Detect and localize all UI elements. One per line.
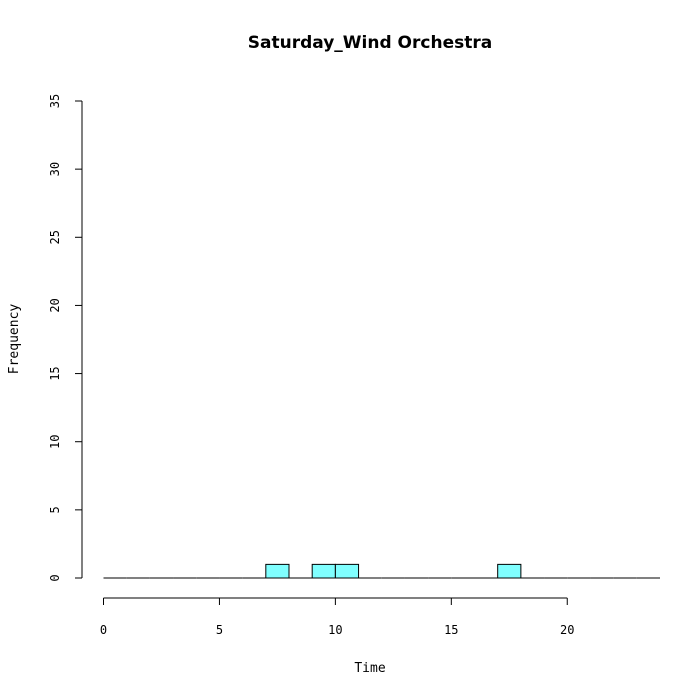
x-tick-label: 15 bbox=[444, 623, 458, 637]
chart-title: Saturday_Wind Orchestra bbox=[248, 33, 492, 53]
x-tick-label: 10 bbox=[328, 623, 342, 637]
y-tick-label: 25 bbox=[48, 230, 62, 244]
histogram-bar-17 bbox=[497, 563, 522, 579]
histogram-bar-9 bbox=[311, 563, 336, 579]
y-tick-label: 15 bbox=[48, 366, 62, 380]
y-tick-label: 5 bbox=[48, 506, 62, 513]
y-axis: 0 5 10 15 20 25 30 35 bbox=[48, 94, 83, 582]
y-tick-label: 0 bbox=[48, 574, 62, 581]
x-axis: 0 5 10 15 20 bbox=[100, 597, 574, 637]
x-tick-label: 20 bbox=[560, 623, 574, 637]
histogram-bar-10 bbox=[334, 563, 360, 579]
x-tick-label: 5 bbox=[216, 623, 223, 637]
x-tick-label: 0 bbox=[100, 623, 107, 637]
y-tick-label: 20 bbox=[48, 298, 62, 312]
histogram-bar-7 bbox=[265, 563, 290, 579]
y-tick-label: 10 bbox=[48, 434, 62, 448]
x-axis-label: Time bbox=[354, 661, 385, 676]
histogram-bars bbox=[103, 563, 660, 579]
y-axis-label: Frequency bbox=[7, 304, 22, 375]
y-tick-label: 30 bbox=[48, 162, 62, 176]
y-tick-label: 35 bbox=[48, 94, 62, 108]
